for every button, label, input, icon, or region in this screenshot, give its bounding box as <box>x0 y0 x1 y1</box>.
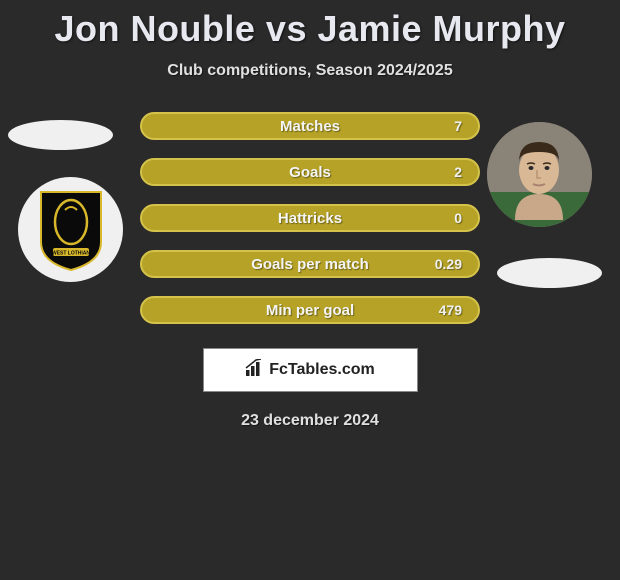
stat-row-gpm: Goals per match 0.29 <box>140 250 480 278</box>
stat-value-right: 0 <box>454 210 462 226</box>
stat-row-goals: Goals 2 <box>140 158 480 186</box>
stats-container: Matches 7 Goals 2 Hattricks 0 Goals per … <box>0 112 620 324</box>
stat-label: Goals <box>289 164 331 181</box>
stat-row-hattricks: Hattricks 0 <box>140 204 480 232</box>
stat-label: Hattricks <box>278 210 342 227</box>
stat-pill: Goals per match 0.29 <box>140 250 480 278</box>
stat-pill: Min per goal 479 <box>140 296 480 324</box>
attribution-box[interactable]: FcTables.com <box>203 348 418 392</box>
stat-pill: Hattricks 0 <box>140 204 480 232</box>
stat-value-right: 2 <box>454 164 462 180</box>
stat-label: Min per goal <box>266 302 354 319</box>
stat-pill: Goals 2 <box>140 158 480 186</box>
stat-pill: Matches 7 <box>140 112 480 140</box>
stat-value-right: 7 <box>454 118 462 134</box>
stat-value-right: 479 <box>439 302 462 318</box>
stat-label: Matches <box>280 118 340 135</box>
stat-label: Goals per match <box>251 256 369 273</box>
bar-chart-icon <box>245 359 265 382</box>
stat-row-matches: Matches 7 <box>140 112 480 140</box>
attribution-text: FcTables.com <box>269 361 375 379</box>
subtitle: Club competitions, Season 2024/2025 <box>0 62 620 80</box>
date-text: 23 december 2024 <box>0 412 620 430</box>
stat-row-mpg: Min per goal 479 <box>140 296 480 324</box>
stat-value-right: 0.29 <box>435 256 462 272</box>
page-title: Jon Nouble vs Jamie Murphy <box>0 0 620 50</box>
